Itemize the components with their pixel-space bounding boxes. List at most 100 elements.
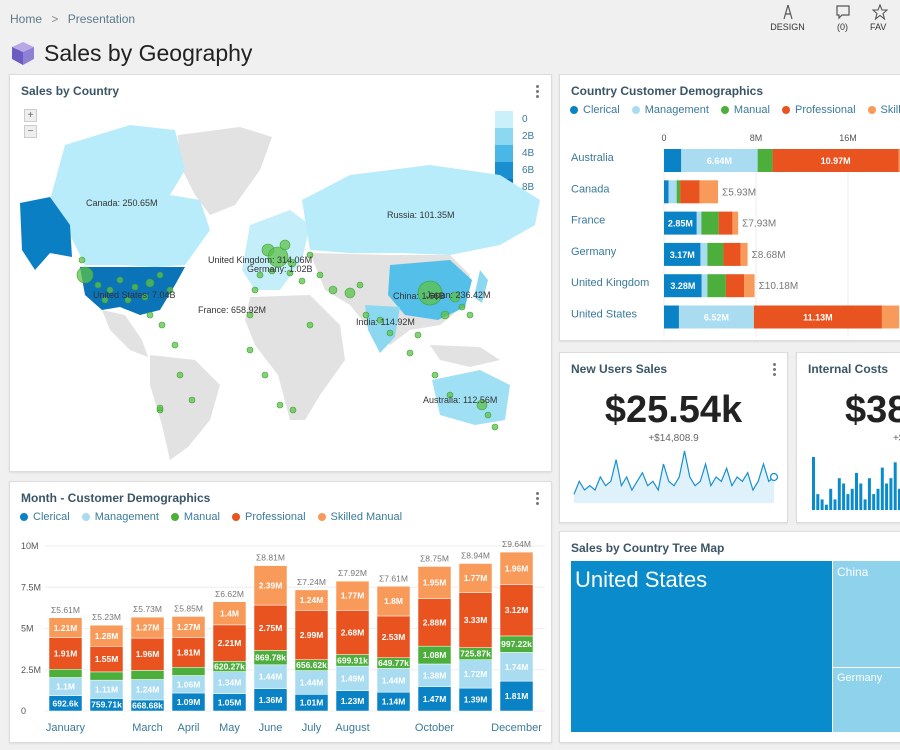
map-bubble[interactable]	[289, 406, 297, 414]
bar-segment[interactable]	[212, 624, 247, 662]
bar-segment[interactable]	[772, 149, 899, 172]
bar-segment[interactable]	[732, 211, 739, 235]
map-bubble[interactable]	[328, 285, 338, 295]
bar-segment[interactable]	[335, 580, 370, 611]
bar-segment[interactable]	[130, 670, 165, 680]
bar-segment[interactable]	[664, 180, 669, 204]
legend-item[interactable]: Management	[81, 511, 159, 523]
bar-segment[interactable]	[89, 671, 124, 681]
bar-segment[interactable]	[499, 584, 534, 637]
map-bubble[interactable]	[276, 401, 284, 409]
map-bubble[interactable]	[362, 311, 370, 319]
map-bubble[interactable]	[431, 371, 439, 379]
world-map[interactable]: Canada: 250.65M Russia: 101.35M United K…	[10, 75, 552, 472]
bar-segment[interactable]	[376, 586, 411, 617]
bar-segment[interactable]	[753, 305, 882, 329]
map-bubble[interactable]	[344, 287, 356, 299]
month-demographics-chart[interactable]: 0 2.5M 5M 7.5M 10M 692.6k 1.1M 1.91M 1.21M Σ5.61M…	[10, 482, 552, 743]
bar-segment[interactable]	[757, 149, 773, 172]
treemap-tile-germany[interactable]: Germany	[833, 668, 900, 732]
bar-segment[interactable]	[664, 305, 679, 329]
card-menu-button[interactable]	[773, 361, 776, 378]
card-menu-button[interactable]	[536, 83, 539, 100]
bar-segment[interactable]	[335, 610, 370, 655]
bar-segment[interactable]	[881, 305, 900, 329]
map-bubble[interactable]	[158, 321, 166, 329]
breadcrumb-current[interactable]: Presentation	[67, 12, 136, 26]
map-bubble[interactable]	[171, 341, 179, 349]
bar-segment[interactable]	[130, 616, 165, 639]
map-bubble[interactable]	[268, 267, 276, 275]
map-bubble[interactable]	[246, 346, 254, 354]
bar-segment[interactable]	[681, 149, 758, 172]
legend-item[interactable]: Skilled Manual	[317, 511, 402, 523]
map-bubble[interactable]	[287, 258, 297, 268]
map-bubble[interactable]	[484, 411, 492, 419]
bar-segment[interactable]	[676, 180, 681, 204]
card-menu-button[interactable]	[536, 490, 539, 507]
bar-segment[interactable]	[171, 667, 206, 676]
map-bubble[interactable]	[106, 286, 114, 294]
legend-item[interactable]: Manual	[720, 104, 770, 116]
bar-segment[interactable]	[680, 180, 700, 204]
map-bubble[interactable]	[124, 296, 132, 304]
bar-segment[interactable]	[499, 680, 534, 712]
map-bubble[interactable]	[298, 277, 306, 285]
bar-segment[interactable]	[294, 589, 329, 611]
map-bubble[interactable]	[279, 239, 291, 251]
map-bubble[interactable]	[267, 246, 289, 268]
map-bubble[interactable]	[406, 349, 414, 357]
map-bubble[interactable]	[146, 311, 154, 319]
design-button[interactable]: DESIGN	[760, 4, 815, 32]
zoom-in-button[interactable]: +	[24, 109, 37, 122]
bar-segment[interactable]	[668, 180, 677, 204]
bar-segment[interactable]	[499, 652, 534, 682]
map-bubble[interactable]	[261, 371, 269, 379]
bar-segment[interactable]	[499, 551, 534, 585]
bar-segment[interactable]	[664, 149, 682, 172]
bar-segment[interactable]	[212, 601, 247, 626]
bar-segment[interactable]	[664, 274, 702, 298]
bar-segment[interactable]	[707, 274, 726, 298]
bar-segment[interactable]	[417, 686, 452, 712]
treemap-tile-us[interactable]: United States	[571, 561, 832, 732]
bar-segment[interactable]	[723, 242, 741, 266]
map-bubble[interactable]	[94, 281, 102, 289]
bar-segment[interactable]	[171, 637, 206, 668]
map-bubble[interactable]	[446, 391, 454, 399]
legend-item[interactable]: Professional	[781, 104, 856, 116]
bar-segment[interactable]	[458, 592, 493, 648]
map-bubble[interactable]	[440, 310, 450, 320]
legend-item[interactable]: Clerical	[20, 511, 70, 523]
bar-segment[interactable]	[696, 211, 702, 235]
bar-segment[interactable]	[89, 624, 124, 647]
bar-segment[interactable]	[898, 149, 900, 172]
bar-segment[interactable]	[417, 598, 452, 647]
bar-segment[interactable]	[678, 305, 754, 329]
map-bubble[interactable]	[141, 293, 149, 301]
map-bubble[interactable]	[449, 291, 461, 303]
legend-item[interactable]: Management	[631, 104, 709, 116]
bar-segment[interactable]	[48, 669, 83, 678]
map-bubble[interactable]	[316, 271, 324, 279]
map-bubble[interactable]	[101, 296, 109, 304]
favorite-button[interactable]: FAV	[870, 4, 900, 32]
legend-item[interactable]: Professional	[231, 511, 306, 523]
bar-segment[interactable]	[664, 242, 701, 266]
bar-segment[interactable]	[48, 617, 83, 638]
legend-item[interactable]: Manual	[170, 511, 220, 523]
map-bubble[interactable]	[188, 396, 196, 404]
treemap-tile-china[interactable]: China	[833, 561, 900, 667]
map-bubble[interactable]	[256, 271, 264, 279]
map-bubble[interactable]	[356, 281, 364, 289]
bar-segment[interactable]	[171, 616, 206, 638]
bar-segment[interactable]	[744, 274, 755, 298]
map-bubble[interactable]	[246, 311, 254, 319]
map-bubble[interactable]	[251, 286, 259, 294]
bar-segment[interactable]	[253, 604, 288, 651]
bar-segment[interactable]	[130, 637, 165, 671]
map-bubble[interactable]	[76, 266, 94, 284]
map-bubble[interactable]	[476, 399, 488, 411]
bar-segment[interactable]	[335, 665, 370, 691]
bar-segment[interactable]	[458, 659, 493, 689]
